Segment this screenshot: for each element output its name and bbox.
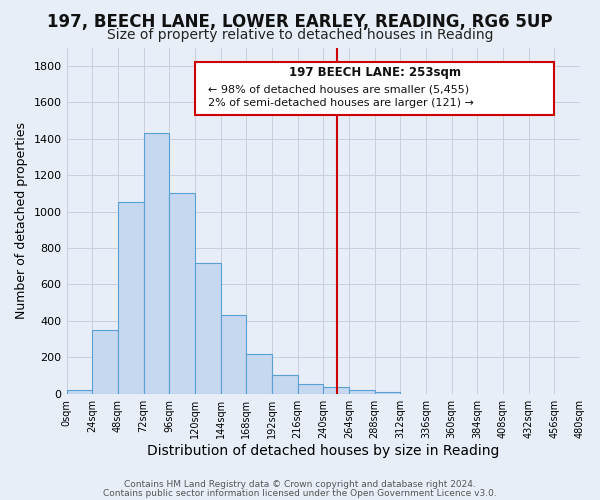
Bar — [118, 202, 143, 394]
Bar — [298, 384, 323, 394]
Bar — [67, 390, 92, 394]
Bar — [374, 392, 400, 394]
Bar — [92, 330, 118, 394]
Text: Contains public sector information licensed under the Open Government Licence v3: Contains public sector information licen… — [103, 488, 497, 498]
Bar — [349, 390, 374, 394]
Text: 2% of semi-detached houses are larger (121) →: 2% of semi-detached houses are larger (1… — [208, 98, 473, 108]
Bar — [272, 374, 298, 394]
Text: Size of property relative to detached houses in Reading: Size of property relative to detached ho… — [107, 28, 493, 42]
Bar — [195, 262, 221, 394]
Text: 197 BEECH LANE: 253sqm: 197 BEECH LANE: 253sqm — [289, 66, 461, 79]
Text: ← 98% of detached houses are smaller (5,455): ← 98% of detached houses are smaller (5,… — [208, 84, 469, 94]
Bar — [246, 354, 272, 394]
Bar — [221, 314, 246, 394]
Bar — [323, 388, 349, 394]
Text: Contains HM Land Registry data © Crown copyright and database right 2024.: Contains HM Land Registry data © Crown c… — [124, 480, 476, 489]
Bar — [195, 62, 554, 115]
Bar — [143, 133, 169, 394]
X-axis label: Distribution of detached houses by size in Reading: Distribution of detached houses by size … — [147, 444, 499, 458]
Text: 197, BEECH LANE, LOWER EARLEY, READING, RG6 5UP: 197, BEECH LANE, LOWER EARLEY, READING, … — [47, 12, 553, 30]
Bar — [169, 194, 195, 394]
Y-axis label: Number of detached properties: Number of detached properties — [15, 122, 28, 319]
